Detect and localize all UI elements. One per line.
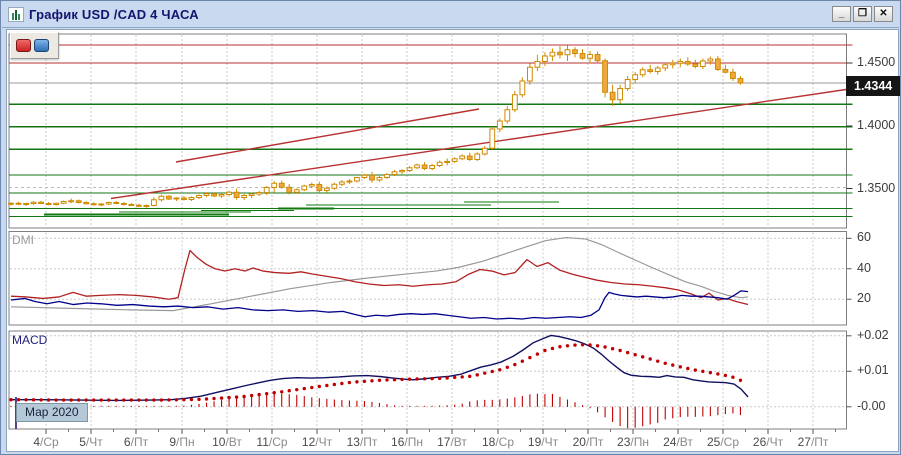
date-label: 6/Пт	[123, 435, 149, 449]
date-label: 20/Пт	[572, 435, 604, 449]
month-label: Мар 2020	[16, 403, 88, 422]
date-label: 12/Чт	[301, 435, 333, 449]
dmi-tick-label: 20	[857, 291, 871, 306]
maximize-button[interactable]: ❐	[853, 6, 872, 22]
macd-tick-label: -0.00	[857, 398, 886, 413]
price-label: 1.4500	[857, 55, 896, 69]
price-label: 1.3500	[857, 180, 896, 195]
price-levels	[9, 44, 853, 218]
date-label: 11/Ср	[256, 435, 288, 449]
price-label: 1.4000	[857, 118, 896, 132]
red-marker-button[interactable]	[16, 39, 31, 52]
date-label: 17/Вт	[437, 435, 467, 449]
window-title: График USD /CAD 4 ЧАСА	[29, 7, 199, 22]
date-label: 4/Ср	[33, 435, 59, 449]
date-label: 23/Пн	[617, 435, 649, 449]
dmi-plot	[10, 236, 852, 320]
dmi-indicator-label: DMI	[12, 233, 34, 247]
macd-tick-label: +0.01	[857, 363, 889, 378]
date-label: 26/Чт	[752, 435, 784, 449]
date-label: 5/Чт	[79, 435, 103, 449]
close-button[interactable]: ✕	[874, 6, 893, 22]
date-label: 25/Ср	[706, 435, 740, 449]
macd-indicator-label: MACD	[12, 333, 48, 347]
macd-tick-label: +0.02	[857, 327, 889, 342]
mini-toolbar	[10, 32, 59, 59]
minimize-button[interactable]: _	[832, 6, 851, 22]
grid	[45, 35, 836, 434]
date-label: 18/Ср	[481, 435, 515, 449]
date-label: 9/Пн	[169, 435, 195, 449]
date-label: 16/Пн	[391, 435, 423, 449]
candles	[8, 45, 744, 208]
date-label: 24/Вт	[663, 435, 693, 449]
panel-borders	[8, 33, 847, 430]
dmi-tick-label: 40	[857, 260, 871, 275]
current-price-badge: 1.4344	[846, 76, 900, 96]
candlestick-chart-icon	[8, 7, 24, 22]
date-label: 13/Пт	[346, 435, 378, 449]
title-bar[interactable]: График USD /CAD 4 ЧАСА _ ❐ ✕	[2, 2, 899, 28]
date-label: 19/Чт	[527, 435, 559, 449]
date-label: 27/Пт	[797, 435, 829, 449]
dmi-tick-label: 60	[857, 230, 871, 245]
date-label: 10/Вт	[212, 435, 242, 449]
blue-marker-button[interactable]	[34, 39, 49, 52]
